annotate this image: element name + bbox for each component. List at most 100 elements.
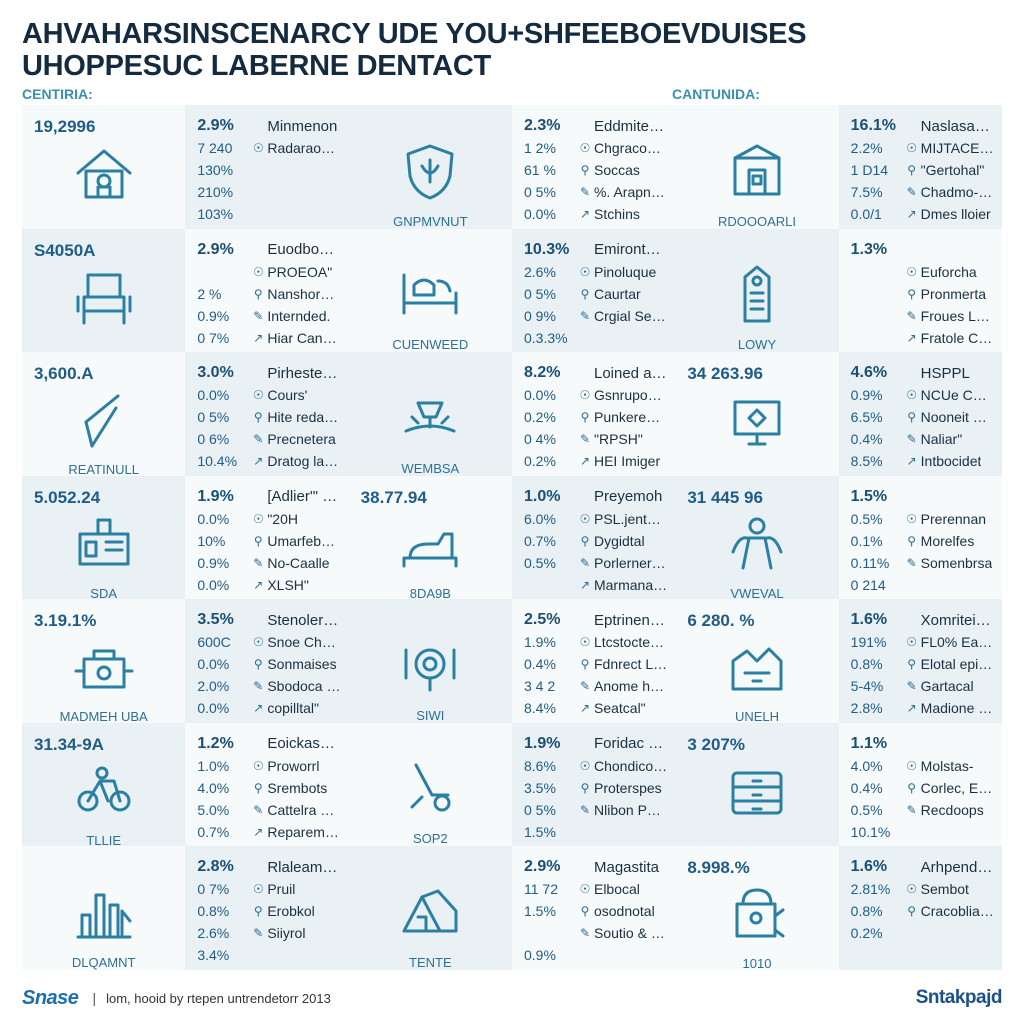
stat-row: 3 4 2 ✎Anome hadanad — [524, 675, 667, 697]
icon-cell-figure: 5.052.24 — [34, 487, 101, 507]
row-bullet-icon: ☉ — [906, 635, 918, 650]
data-cell: 2.8% Rlaleamtoz 0 7% ☉ Pruil 0.8% ⚲ Erobkol 2.6%… — [185, 846, 349, 970]
stat-percent: 2.0% — [197, 678, 230, 695]
stat-row: 0.9% ✎ Internded. — [197, 305, 340, 327]
icon-cell: SOP2 — [348, 722, 512, 847]
stat-label: XLSH" — [267, 576, 309, 593]
stat-percent: 0.11% — [850, 554, 890, 571]
stat-label: Crgial Seraphurs — [593, 307, 667, 324]
stat-percent: 191% — [850, 634, 887, 651]
row-bullet-icon: ↗ — [906, 330, 917, 345]
stat-row: 0.7% ⚲ Dygidtal — [524, 530, 667, 552]
data-cell: 2.9%Euodbonaremener☉PROEOA"2 %⚲Nanshordg… — [185, 228, 349, 353]
row-bullet-icon: ⚲ — [580, 533, 590, 548]
stat-label: Anome hadanad — [593, 678, 667, 695]
stat-percent: 1.5% — [850, 487, 888, 505]
stat-percent: 0.1% — [850, 532, 883, 549]
stat-percent: 0 9% — [523, 307, 556, 324]
row-bullet-icon: ☉ — [252, 511, 264, 526]
stat-percent: 2.5% — [523, 611, 561, 629]
stat-label: Sonmaises — [267, 656, 337, 673]
stat-label: "20H — [267, 510, 298, 527]
stat-row: 0.8% ⚲Elotal epiuntra — [851, 653, 994, 675]
icon-cell-figure: 31 445 96 — [687, 487, 763, 507]
row-bullet-icon: ↗ — [579, 207, 591, 221]
icon-cell: 3 207% — [675, 722, 839, 847]
stat-row: 1.0% ☉ Proworrl — [197, 755, 340, 777]
stat-row: 2.5% Eptrineng, Contact — [524, 609, 667, 631]
stat-row: 0.9% ☉NCUe Cordera — [851, 384, 994, 406]
row-bullet-icon: ☉ — [579, 635, 591, 650]
stat-percent: 10.1% — [850, 823, 891, 840]
stat-label: Srembots — [267, 779, 328, 796]
stat-row: 0.3.3% — [524, 327, 667, 349]
stat-label: Sbodoca Bach — [267, 678, 340, 695]
people-icon — [725, 508, 789, 581]
row-bullet-icon: ↗ — [253, 701, 264, 716]
icon-cell-figure: 34 263.96 — [687, 364, 763, 384]
stat-percent: 7.5% — [850, 184, 883, 200]
stat-label: Naliar" — [920, 431, 963, 448]
stat-label: Dygidtal — [593, 532, 645, 549]
stat-percent: 2.6% — [197, 925, 230, 942]
stat-percent: 0 4% — [523, 431, 556, 448]
stat-label: Ltcstocter Pogere — [593, 634, 668, 651]
stat-label: PROEOA" — [267, 263, 333, 280]
row-bullet-icon: ☉ — [906, 882, 918, 897]
stat-label: Corlec, Eecqunts — [920, 779, 994, 796]
icon-cell: TENTE — [348, 846, 512, 970]
stat-percent: 4.6% — [850, 364, 888, 382]
stat-row: 0.5% ☉ Prerennan — [851, 508, 994, 530]
icon-cell-figure: 3,600.A — [34, 364, 94, 384]
stat-label: Hite redalace — [267, 409, 340, 426]
data-cell: 1.6% Xomriteipten 191% ☉FL0% Eapimobz 0.8% ⚲E… — [838, 599, 1002, 723]
stat-row: 0 214 — [851, 574, 994, 596]
icon-cell: CUENWEED — [348, 228, 512, 353]
data-cell: 8.2% Loined aquisso 0.0% ☉Gsnrupouncata 0.2%… — [511, 352, 676, 476]
stat-row: 6.0% ☉PSL.jental Sgurtaulal — [524, 508, 667, 530]
stat-percent: 0.0% — [523, 206, 556, 222]
stat-row: 1.9% Foridac Unignal — [524, 733, 667, 755]
stat-row: 0.9% ✎ No-Caalle — [197, 552, 340, 574]
stat-row: 0 7% ☉ Pruil — [197, 878, 340, 900]
stat-row: 0.4% ✎ Naliar" — [851, 428, 994, 450]
stat-percent: 5.0% — [197, 801, 230, 818]
stat-percent: 2.9% — [523, 858, 561, 876]
stat-percent: 0 5% — [523, 801, 556, 818]
row-bullet-icon: ⚲ — [253, 904, 263, 919]
stat-row: ☉ PROEOA" — [197, 261, 340, 283]
stat-row: 7.5% ✎Chadmo-Amounces — [851, 181, 994, 203]
stat-percent: 0.0% — [197, 656, 230, 673]
icon-cell: 19,2996 — [22, 105, 186, 229]
stat-row: 2.6% ✎ Siiyrol — [197, 922, 340, 944]
stat-row: 0.2% ⚲ Punkerence — [524, 406, 667, 428]
stat-label: Soutio & CHPO — [593, 925, 667, 942]
data-cell: 1.1%4.0%☉Molstas-0.4%⚲Corlec, Eecqunts0.… — [838, 722, 1002, 847]
stat-percent: 2.3% — [523, 117, 561, 134]
row-bullet-icon: ☉ — [252, 882, 264, 897]
stat-row: 3.0% Pirheste Leanions — [197, 362, 340, 384]
stat-label: MIJTACEIOB" — [920, 140, 994, 156]
stat-percent: 3.5% — [523, 779, 556, 796]
icon-caption: VWEVAL — [730, 585, 784, 600]
footer-brand-right[interactable]: Sntakpajd — [915, 987, 1003, 1008]
icon-cell: 8.998.% 1010 — [675, 846, 839, 970]
stat-label: Reparembent Oita — [267, 823, 341, 840]
stat-row: 2.9% Magastita — [524, 856, 667, 878]
stat-row: 1.0% Preyemoh — [524, 486, 667, 508]
row-bullet-icon: ✎ — [906, 308, 917, 323]
stat-percent: 1.0% — [523, 487, 561, 505]
stat-row: 0.4% ⚲ Fdnrect Lute — [524, 653, 667, 675]
footer-brand-left[interactable]: Snase — [22, 986, 79, 1009]
stat-label: Siiyrol — [267, 925, 306, 942]
chair-icon — [72, 263, 136, 336]
stat-percent: 10% — [197, 532, 226, 549]
stat-row: ✎Froues Lomts — [851, 305, 994, 327]
stat-percent: 0.0% — [523, 387, 556, 404]
stat-percent: 3.1% — [197, 352, 249, 353]
stat-percent: 1.9% — [523, 734, 561, 752]
stat-row: 1.6% Xomriteipten — [851, 609, 994, 631]
stat-label: Minmenon — [267, 117, 338, 135]
stat-row: ✎Soutio & CHPO — [524, 922, 667, 944]
stat-label: Molstas- — [920, 757, 974, 774]
